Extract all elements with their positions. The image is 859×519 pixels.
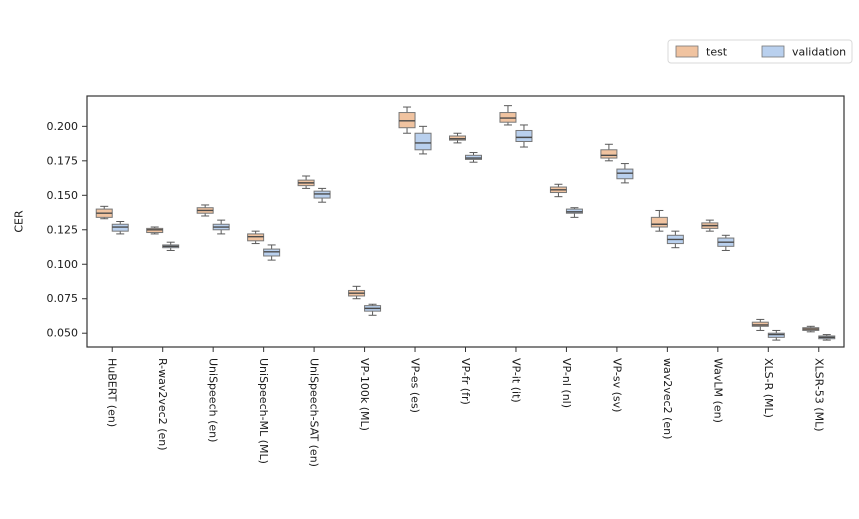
box-validation-0: [111, 221, 129, 235]
x-tick-label: VP-sv (sv): [610, 358, 623, 412]
box-validation-8: [515, 124, 533, 148]
y-tick-label: 0.200: [47, 120, 79, 133]
x-tick-label: XLS-R (ML): [762, 358, 775, 418]
box-test-9: [549, 183, 567, 198]
box-validation-10: [616, 163, 634, 184]
legend-swatch-test: [675, 45, 699, 58]
box-test-1: [146, 226, 164, 235]
legend-box: [667, 39, 853, 64]
iqr-box: [600, 149, 618, 159]
box-test-0: [95, 205, 113, 220]
box-validation-11: [666, 230, 684, 249]
box-validation-12: [717, 234, 735, 251]
x-tick-label: HuBERT (en): [106, 358, 119, 427]
box-test-13: [751, 318, 769, 331]
box-test-10: [600, 143, 618, 162]
box-test-11: [650, 209, 668, 232]
x-tick-label: VP-fr (fr): [459, 358, 472, 405]
box-validation-1: [162, 241, 180, 251]
legend-label-test: test: [706, 46, 728, 59]
x-tick-label: VP-it (it): [509, 358, 522, 403]
x-tick-label: WavLM (en): [711, 358, 724, 423]
x-tick-label: wav2vec2 (en): [661, 358, 674, 439]
box-validation-2: [212, 219, 230, 235]
box-test-6: [398, 106, 416, 134]
box-test-2: [196, 204, 214, 217]
x-tick-label: UniSpeech-SAT (en): [308, 358, 321, 467]
box-test-3: [247, 230, 265, 245]
box-test-8: [499, 105, 517, 126]
y-tick-label: 0.125: [47, 223, 79, 236]
box-validation-3: [263, 244, 281, 261]
box-validation-5: [364, 303, 382, 316]
box-test-5: [348, 285, 366, 300]
box-test-12: [701, 219, 719, 232]
box-test-7: [449, 132, 466, 144]
y-tick-label: 0.050: [47, 327, 79, 340]
x-tick-label: UniSpeech-ML (ML): [257, 358, 270, 464]
x-tick-label: VP-100k (ML): [358, 358, 371, 431]
y-tick-label: 0.175: [47, 154, 79, 167]
y-tick-label: 0.150: [47, 189, 79, 202]
iqr-box: [414, 132, 432, 151]
box-validation-4: [313, 187, 331, 203]
box-validation-13: [767, 329, 785, 341]
legend: test validation: [667, 39, 853, 64]
box-validation-7: [465, 152, 482, 163]
y-tick-label: 0.075: [47, 292, 79, 305]
x-tick-label: VP-nl (nl): [560, 358, 573, 408]
box-test-14: [802, 325, 820, 333]
legend-label-validation: validation: [792, 46, 846, 59]
x-tick-label: R-wav2vec2 (en): [156, 358, 169, 451]
x-tick-label: XLSR-53 (ML): [812, 358, 825, 432]
x-tick-label: UniSpeech (en): [207, 358, 220, 442]
legend-swatch-validation: [761, 45, 785, 58]
box-validation-6: [414, 125, 432, 155]
box-test-4: [297, 175, 315, 189]
box-validation-9: [565, 207, 583, 218]
y-axis-label: CER: [13, 210, 26, 233]
y-tick-label: 0.100: [47, 258, 79, 271]
x-tick-label: VP-es (es): [409, 358, 422, 413]
box-validation-14: [818, 334, 836, 341]
iqr-box: [650, 216, 668, 228]
iqr-box: [515, 129, 533, 143]
axes-frame: [86, 95, 845, 348]
